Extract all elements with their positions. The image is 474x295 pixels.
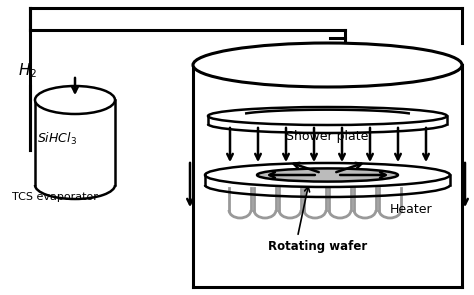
Text: Rotating wafer: Rotating wafer [268,240,367,253]
Text: $H_2$: $H_2$ [18,61,37,80]
Text: TCS evaporator: TCS evaporator [12,192,98,202]
Ellipse shape [205,163,450,187]
Ellipse shape [257,168,398,182]
Ellipse shape [35,86,115,114]
Text: Heater: Heater [390,203,433,216]
Ellipse shape [193,43,462,87]
Ellipse shape [208,107,447,125]
Text: $SiHCl_3$: $SiHCl_3$ [37,131,77,147]
Text: Shower plate: Shower plate [286,130,369,143]
